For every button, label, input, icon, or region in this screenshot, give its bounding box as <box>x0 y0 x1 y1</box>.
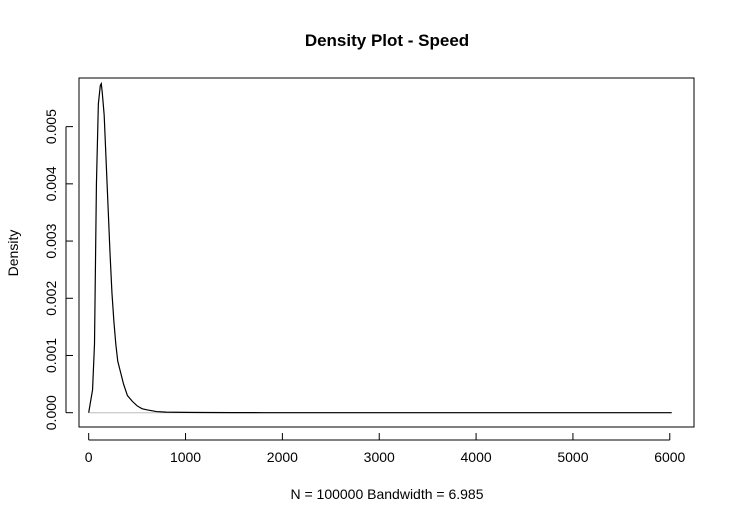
x-tick-label: 1000 <box>170 449 201 465</box>
y-axis-label: Density <box>5 230 21 277</box>
y-tick-label: 0.005 <box>43 109 59 144</box>
y-tick-label: 0.000 <box>43 395 59 430</box>
y-tick-label: 0.003 <box>43 223 59 258</box>
x-tick-label: 5000 <box>557 449 588 465</box>
x-axis: 0 1000 2000 3000 4000 5000 6000 <box>85 433 686 465</box>
y-tick-label: 0.002 <box>43 281 59 316</box>
chart-title: Density Plot - Speed <box>305 31 469 50</box>
x-tick-label: 4000 <box>461 449 492 465</box>
y-tick-label: 0.001 <box>43 338 59 373</box>
x-tick-label: 6000 <box>654 449 685 465</box>
x-axis-label: N = 100000 Bandwidth = 6.985 <box>290 486 483 502</box>
x-tick-label: 0 <box>85 449 93 465</box>
y-axis: 0.000 0.001 0.002 0.003 0.004 0.005 <box>43 109 73 430</box>
y-tick-label: 0.004 <box>43 166 59 201</box>
x-tick-label: 2000 <box>267 449 298 465</box>
x-tick-label: 3000 <box>364 449 395 465</box>
density-curve <box>88 81 672 414</box>
plot-frame <box>78 77 695 428</box>
